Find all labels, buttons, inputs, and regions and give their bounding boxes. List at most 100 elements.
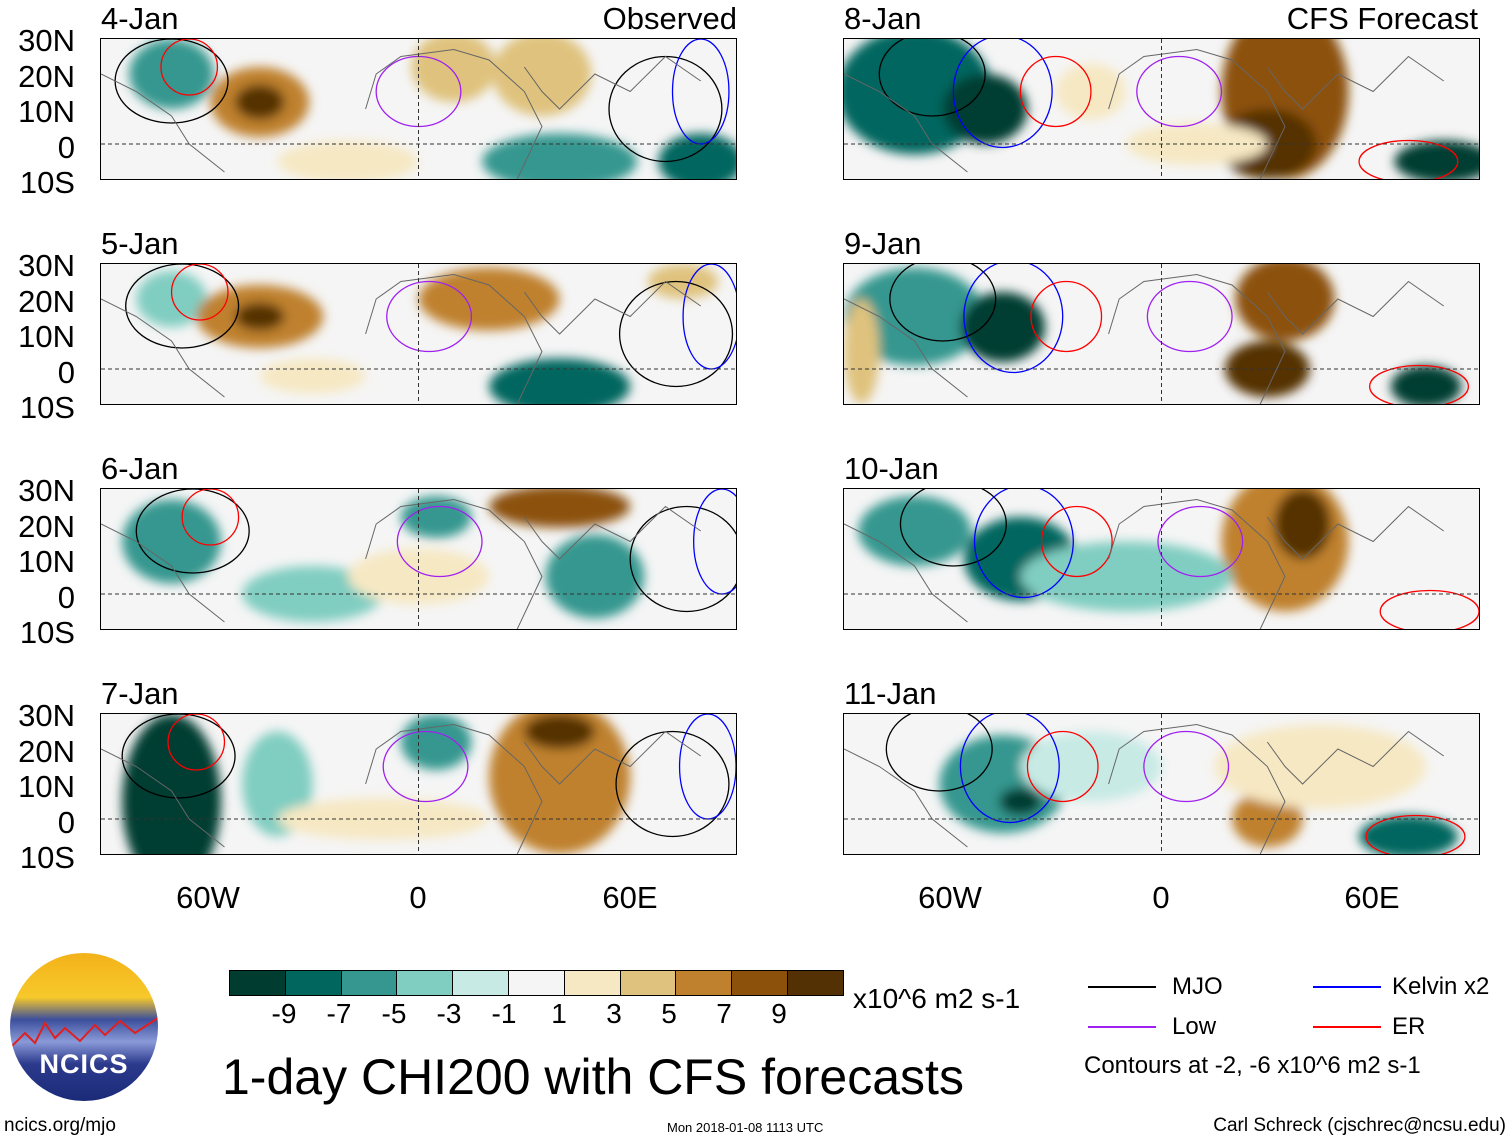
wave-contour <box>383 732 468 802</box>
lon-label: 0 <box>409 880 427 915</box>
coastline <box>101 725 701 855</box>
colorbar-label: -7 <box>326 998 352 1029</box>
wave-contour <box>620 282 733 387</box>
chi-anomaly-region <box>545 534 645 619</box>
wave-contour <box>161 39 217 95</box>
coastline <box>844 50 1444 180</box>
colorbar-label: -1 <box>491 998 517 1029</box>
panel-date: 4-Jan <box>101 1 179 36</box>
wave-contour <box>1042 507 1113 577</box>
legend-kelvin: Kelvin x2 <box>1392 973 1490 1000</box>
wave-contour <box>136 489 249 573</box>
lat-label: 10N <box>18 769 75 804</box>
chi-anomaly-region <box>235 84 285 120</box>
wave-contour <box>886 714 992 791</box>
lat-label: 20N <box>18 733 75 769</box>
chi-anomaly-region <box>122 499 221 584</box>
colorbar-bin <box>620 971 677 995</box>
wave-contour <box>1144 732 1229 802</box>
wave-contour <box>1380 591 1479 630</box>
wave-contour <box>387 282 472 352</box>
wave-contour <box>1370 366 1469 405</box>
map-panel <box>843 38 1480 180</box>
chi-anomaly-region <box>844 299 880 404</box>
wave-contour <box>1147 282 1232 352</box>
map-panel <box>843 488 1480 630</box>
chi-anomaly-region <box>524 714 595 749</box>
wave-contour <box>975 489 1074 598</box>
chi-anomaly-region <box>400 714 472 770</box>
colorbar-bin <box>564 971 621 995</box>
wave-contour <box>630 507 736 612</box>
wave-contour <box>1366 816 1465 855</box>
chi-anomaly-region <box>1390 365 1462 404</box>
panel-date: 10-Jan <box>844 451 939 486</box>
colorbar-bin <box>285 971 342 995</box>
mountain-icon <box>10 1017 158 1049</box>
lat-label: 10N <box>18 319 75 354</box>
chi-anomaly-region <box>277 140 419 179</box>
colorbar-label: -3 <box>436 998 462 1029</box>
legend-low-line <box>1088 1026 1156 1028</box>
colorbar-label: -9 <box>271 998 297 1029</box>
chi-anomaly-region <box>418 267 560 331</box>
wave-contour <box>1137 57 1222 127</box>
chi-anomaly-region <box>1394 140 1479 179</box>
wave-contour <box>890 264 996 341</box>
lon-label: 60E <box>602 880 658 915</box>
coastline <box>844 725 1444 855</box>
legend-er-line <box>1313 1026 1381 1028</box>
colorbar-bin <box>508 971 565 995</box>
ncics-logo: NCICS <box>10 953 158 1101</box>
colorbar <box>229 970 844 996</box>
wave-contour <box>960 714 1059 823</box>
chi-anomaly-region <box>1020 541 1233 612</box>
lat-label: 0 <box>57 579 75 615</box>
wave-contour <box>168 714 224 770</box>
lon-label: 60W <box>918 880 982 915</box>
colorbar-bin <box>732 971 788 995</box>
colorbar-label: -5 <box>381 998 407 1029</box>
colorbar-label: 3 <box>606 998 622 1029</box>
wave-contour <box>879 39 985 116</box>
lat-label: 30N <box>18 248 75 283</box>
map-panel <box>100 488 737 630</box>
lat-label: 30N <box>18 23 75 58</box>
wave-contour <box>172 264 228 320</box>
wave-contour <box>1359 141 1458 180</box>
lon-label: 60E <box>1344 880 1400 915</box>
lon-label: 0 <box>1152 880 1170 915</box>
footer-timestamp: Mon 2018-01-08 1113 UTC <box>667 1120 824 1135</box>
chi-anomaly-region <box>1359 815 1458 854</box>
chi-anomaly-region <box>1020 731 1162 802</box>
map-panel <box>100 713 737 855</box>
map-panel <box>843 713 1480 855</box>
logo-text: NCICS <box>39 1049 129 1079</box>
lat-label: 20N <box>18 283 75 319</box>
chi-anomaly-region <box>999 787 1042 816</box>
legend-mjo: MJO <box>1172 973 1223 1000</box>
wave-contour <box>1027 732 1098 802</box>
colorbar-label: 7 <box>716 998 732 1029</box>
chi-anomaly-region <box>489 358 631 404</box>
lat-label: 20N <box>18 58 75 94</box>
lat-label: 0 <box>57 804 75 840</box>
wave-contour <box>609 57 722 162</box>
footer-url[interactable]: ncics.org/mjo <box>4 1115 116 1136</box>
colorbar-bin <box>787 971 843 995</box>
chi-anomaly-region <box>1274 489 1331 559</box>
coastline <box>101 500 701 630</box>
chi-anomaly-region <box>1235 264 1335 341</box>
colorbar-units: x10^6 m2 s-1 <box>853 983 1021 1014</box>
panel-date: 9-Jan <box>844 226 922 261</box>
wave-contour <box>680 714 736 819</box>
map-panel <box>100 38 737 180</box>
map-panel <box>100 263 737 405</box>
lat-label: 30N <box>18 698 75 733</box>
chi-anomaly-region <box>482 133 638 179</box>
lat-label: 10S <box>19 165 75 200</box>
chi-anomaly-region <box>411 39 497 102</box>
footer-author: Carl Schreck (cjschrec@ncsu.edu) <box>1213 1115 1506 1136</box>
colorbar-label: 1 <box>551 998 567 1029</box>
